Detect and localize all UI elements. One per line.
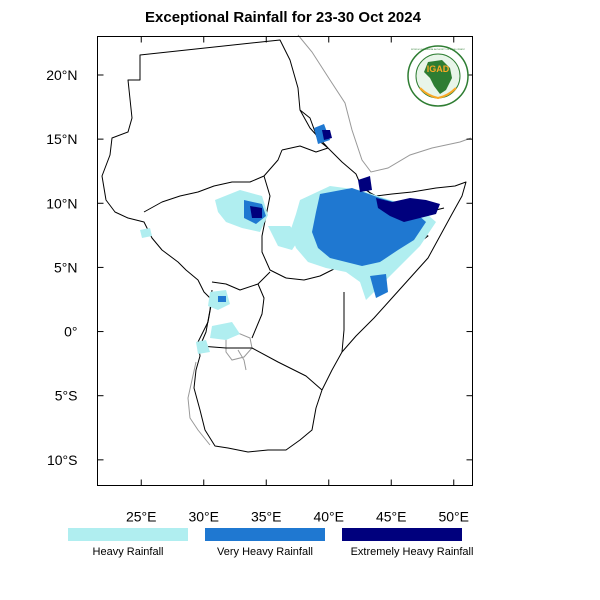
legend-swatch-heavy (68, 528, 188, 541)
border-south-sudan-uganda (211, 271, 271, 291)
lat-tick-label: 0° (64, 324, 77, 340)
extreme-area-eritrea (322, 130, 332, 140)
lon-tick-label: 45°E (376, 509, 407, 525)
legend-label-very-heavy: Very Heavy Rainfall (217, 546, 313, 558)
rainfall-shading (140, 124, 440, 354)
heavy-area-south-sudan-east (268, 226, 300, 250)
very-heavy-area-somalia-south (370, 274, 388, 298)
logo-text: IGAD (427, 64, 450, 74)
red-sea-coast (297, 34, 472, 173)
map-frame (97, 36, 473, 486)
very-heavy-area-uganda-small (218, 296, 226, 302)
lon-tick-label: 35°E (251, 509, 282, 525)
map-title: Exceptional Rainfall for 23-30 Oct 2024 (145, 9, 422, 26)
legend: Heavy Rainfall Very Heavy Rainfall Extre… (68, 528, 473, 558)
heavy-area-sudan-small (140, 228, 152, 238)
lon-tick-label: 50°E (438, 509, 469, 525)
border-sudan-ethiopia (281, 145, 329, 153)
lake-tanganyika-outline (187, 361, 211, 446)
extreme-area-somaliland (376, 198, 440, 222)
lake-malawi-outline (237, 349, 247, 371)
extreme-area-djibouti (358, 176, 372, 192)
heavy-area-rwanda (196, 340, 210, 354)
lon-tick-label: 25°E (126, 509, 157, 525)
heavy-area-lake-victoria (210, 322, 240, 340)
extreme-rainfall-areas (250, 130, 440, 222)
logo-africa-shape-icon (424, 60, 452, 94)
context-coastlines (187, 34, 472, 446)
logo-leaf-icon (419, 87, 457, 100)
lon-tick-label: 40°E (313, 509, 344, 525)
lat-tick-label: 10°N (46, 195, 77, 211)
igad-logo: IGAD INTERGOVERNMENTAL AUTHORITY ON DEVE… (407, 45, 469, 107)
border-eritrea (299, 109, 329, 149)
lat-tick-label: 5°N (54, 259, 78, 275)
border-tanzania-north (199, 345, 323, 391)
legend-swatch-very-heavy (205, 528, 325, 541)
lake-victoria-outline (225, 332, 253, 361)
lon-tick-label: 30°E (188, 509, 219, 525)
legend-label-extreme: Extremely Heavy Rainfall (351, 546, 474, 558)
legend-label-heavy: Heavy Rainfall (93, 546, 164, 558)
logo-ring-text: INTERGOVERNMENTAL AUTHORITY ON DEVELOPME… (411, 48, 466, 51)
border-kenya-somalia (341, 292, 345, 353)
legend-swatch-extreme (342, 528, 462, 541)
lat-tick-label: 10°S (47, 452, 78, 468)
lat-tick-label: 20°N (46, 67, 77, 83)
axis-ticks (97, 36, 473, 486)
extreme-area-south-sudan (250, 206, 262, 218)
border-ethiopia-south-sudan (261, 175, 287, 279)
border-sudan-south (143, 149, 283, 213)
border-uganda-kenya (251, 283, 265, 339)
lat-tick-label: 5°S (55, 388, 78, 404)
lat-tick-label: 15°N (46, 131, 77, 147)
